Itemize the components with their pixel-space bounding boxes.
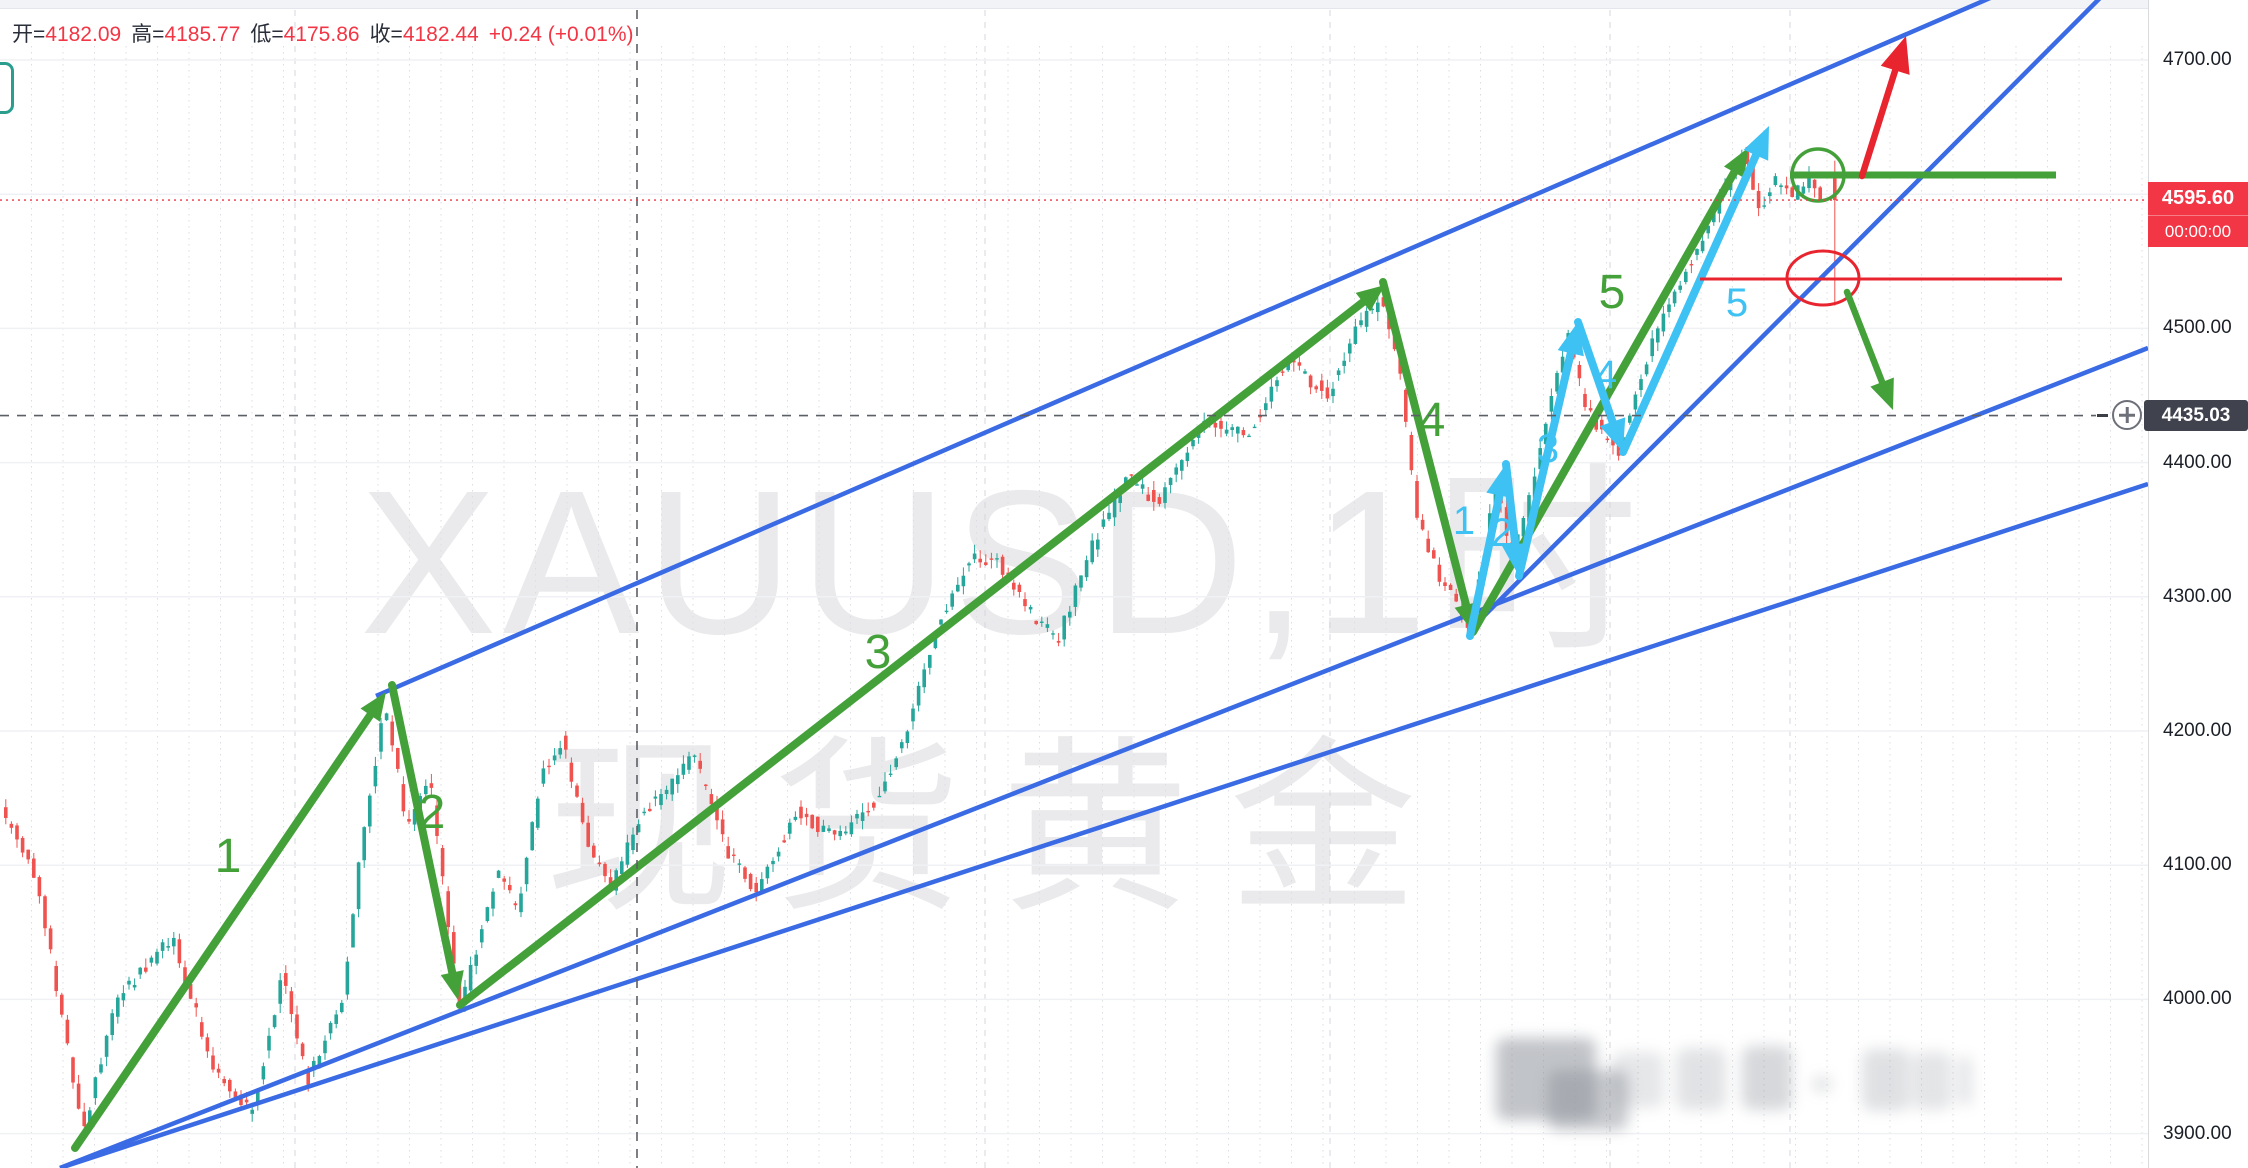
crosshair-axis-tick bbox=[2097, 414, 2108, 418]
red-ellipse-marker bbox=[1785, 249, 1861, 307]
price-axis-label: 4700.00 bbox=[2163, 49, 2232, 70]
price-axis-label: 4500.00 bbox=[2163, 317, 2232, 339]
ohlc-legend: 开=4182.09 高=4185.77 低=4175.86 收=4182.44 +0.2… bbox=[12, 18, 634, 48]
trendline-lower-channel-1 bbox=[59, 345, 2149, 1168]
wave-label-5: 5 bbox=[1599, 266, 1626, 319]
change-value: +0.24 (+0.01%) bbox=[488, 23, 634, 46]
add-order-plus-icon[interactable] bbox=[2112, 400, 2142, 431]
high-value: 4185.77 bbox=[164, 23, 241, 46]
wave-label-4: 4 bbox=[1595, 353, 1617, 397]
bar-countdown: 00:00:00 bbox=[2148, 215, 2248, 247]
side-toolbar-fragment[interactable] bbox=[0, 62, 14, 114]
open-label: 开= bbox=[12, 23, 46, 46]
watermark-blob bbox=[1676, 1048, 1726, 1110]
low-label: 低= bbox=[250, 23, 284, 46]
price-axis-label: 3900.00 bbox=[2163, 1122, 2232, 1144]
close-label: 收= bbox=[369, 23, 403, 46]
wave-label-2: 2 bbox=[1491, 511, 1513, 555]
watermark-blob bbox=[1742, 1046, 1792, 1110]
wave-label-5: 5 bbox=[1726, 281, 1748, 325]
wave-label-4: 4 bbox=[1419, 394, 1446, 447]
wave-label-2: 2 bbox=[419, 786, 446, 839]
crosshair bbox=[0, 10, 2148, 1168]
watermark-blob bbox=[1812, 1076, 1832, 1092]
watermark-blob bbox=[1912, 1052, 1952, 1110]
price-axis-label: 4000.00 bbox=[2163, 988, 2232, 1010]
price-axis[interactable]: 4700.00 4500.00 4400.00 4300.00 4200.00 4100.… bbox=[2148, 0, 2248, 1168]
price-axis-label: 4300.00 bbox=[2163, 585, 2232, 607]
trendlines[interactable] bbox=[59, 0, 2149, 1168]
price-axis-label: 4200.00 bbox=[2163, 720, 2232, 741]
pane-top-border bbox=[0, 0, 2248, 9]
trendline-upper-channel bbox=[375, 0, 1992, 699]
drawing-annotations bbox=[1700, 36, 2062, 410]
wave-label-1: 1 bbox=[1453, 499, 1475, 543]
watermark-blob bbox=[1862, 1049, 1910, 1111]
crosshair-price-badge: 4435.03 bbox=[2144, 400, 2248, 432]
high-label: 高= bbox=[131, 23, 165, 46]
open-value: 4182.09 bbox=[45, 23, 122, 46]
candlestick-layer bbox=[4, 146, 1837, 1131]
trendline-inner-steep bbox=[1476, 0, 2102, 624]
wave-label-3: 3 bbox=[1537, 427, 1559, 471]
low-value: 4175.86 bbox=[283, 23, 360, 46]
watermark-blob bbox=[1612, 1052, 1664, 1108]
last-price-value: 4595.60 bbox=[2161, 187, 2235, 210]
watermark-blob bbox=[1548, 1070, 1628, 1130]
wave-label-3: 3 bbox=[865, 626, 892, 679]
trendline-lower-channel-2 bbox=[59, 481, 2149, 1168]
green-circle-marker bbox=[1790, 147, 1846, 203]
wave-annotations-minor: 1 234 5 bbox=[1453, 126, 1769, 640]
price-axis-label: 4100.00 bbox=[2163, 854, 2232, 876]
watermark-blob bbox=[1958, 1056, 1972, 1106]
wave-label-1: 1 bbox=[215, 830, 242, 883]
close-value: 4182.44 bbox=[402, 23, 479, 46]
last-price-badge: 4595.60 00:00:00 bbox=[2148, 182, 2248, 248]
price-axis-label: 4400.00 bbox=[2163, 451, 2232, 473]
